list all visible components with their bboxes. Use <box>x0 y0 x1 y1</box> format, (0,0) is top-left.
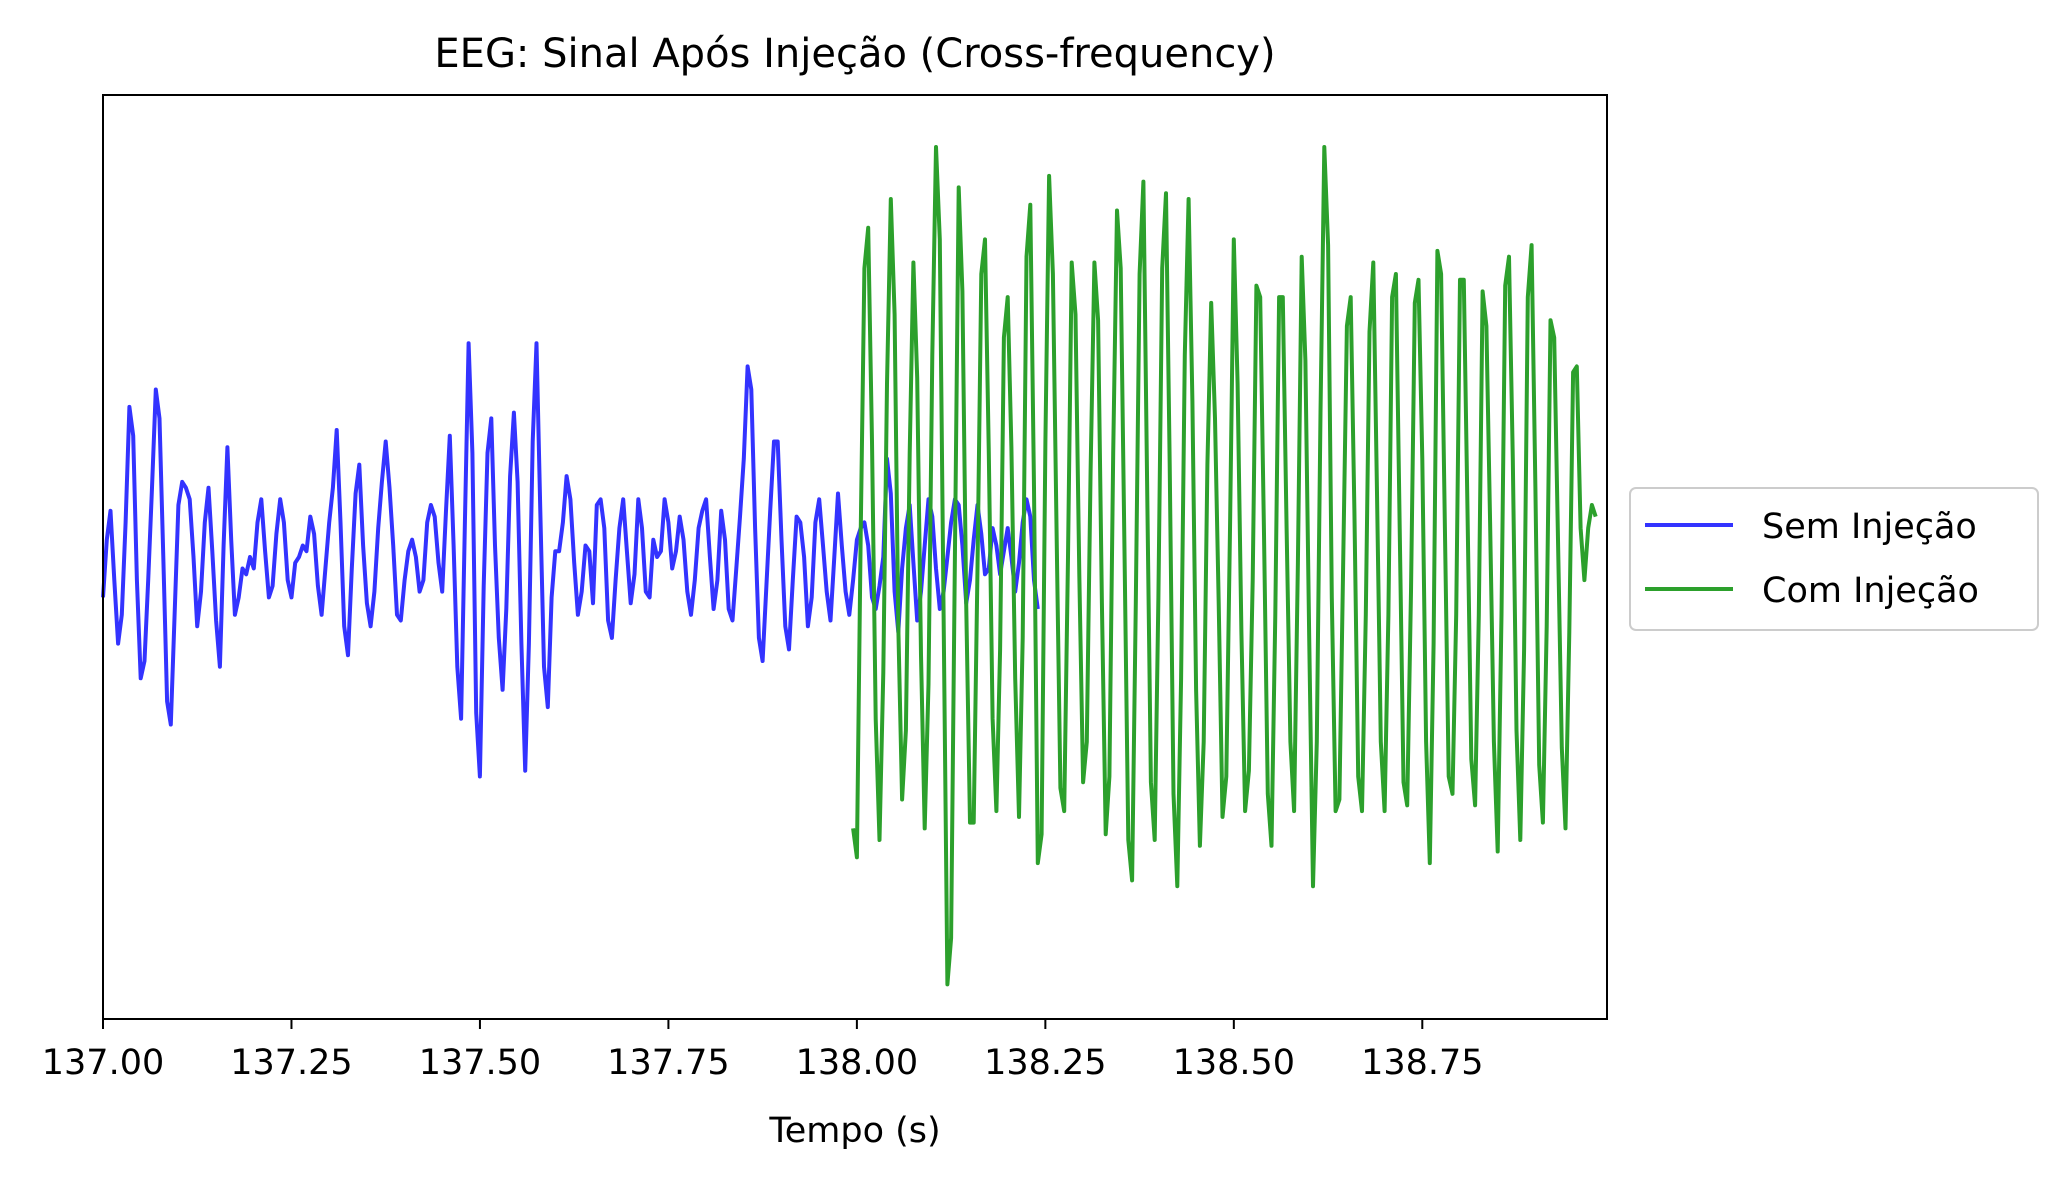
x-axis: 137.00 137.25 137.50 137.75 138.00 138.25 138.… <box>42 1019 1484 1083</box>
series-line-com-injecao <box>851 145 1598 987</box>
x-tick-label: 138.50 <box>1173 1043 1295 1083</box>
x-axis-label: Tempo (s) <box>768 1111 940 1151</box>
legend: Sem Injeção Com Injeção <box>1629 487 2039 631</box>
x-tick-label: 137.75 <box>607 1043 729 1083</box>
legend-label-sem-injecao: Sem Injeção <box>1762 507 1977 547</box>
plot-frame <box>102 94 1608 1020</box>
chart-title: EEG: Sinal Após Injeção (Cross-frequency… <box>434 31 1275 77</box>
series-layer <box>101 145 1598 987</box>
x-tick-label: 137.00 <box>42 1043 164 1083</box>
x-tick-label: 137.25 <box>230 1043 352 1083</box>
x-tick-label: 138.00 <box>796 1043 918 1083</box>
x-tick-label: 138.75 <box>1361 1043 1483 1083</box>
legend-label-com-injecao: Com Injeção <box>1762 571 1979 611</box>
x-tick-label: 138.25 <box>984 1043 1106 1083</box>
series-line-sem-injecao <box>101 341 1040 779</box>
x-tick-label: 137.50 <box>419 1043 541 1083</box>
